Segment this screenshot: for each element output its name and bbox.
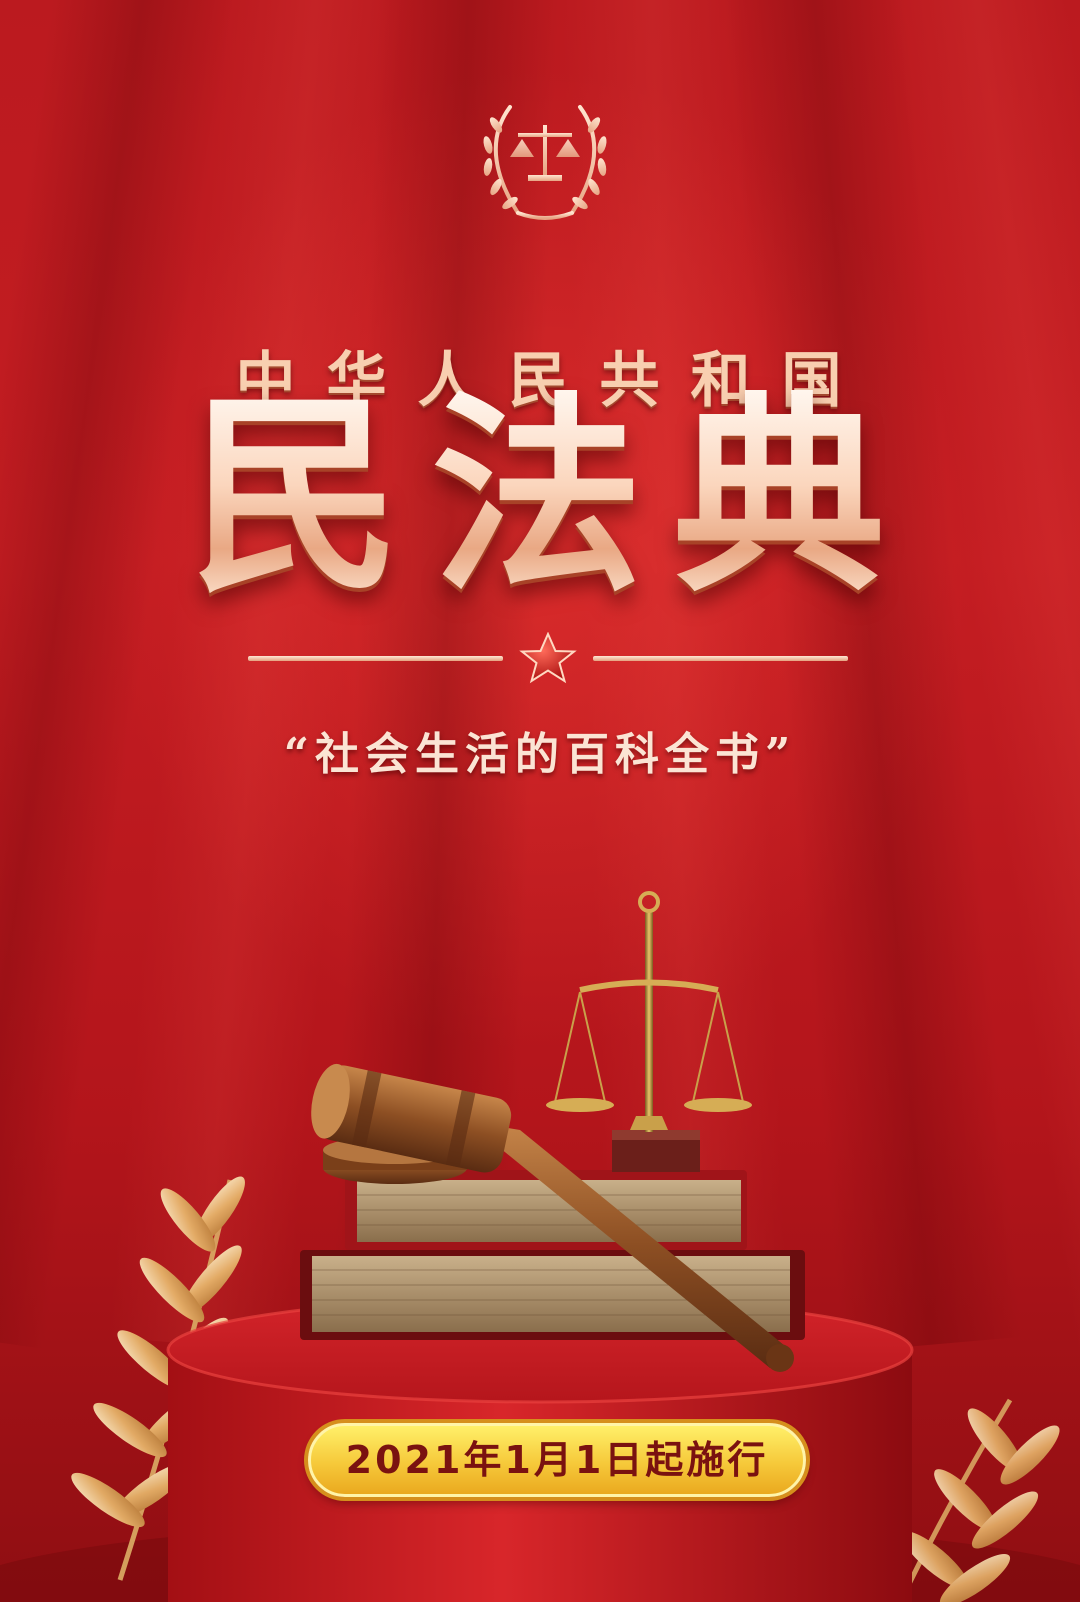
title-divider	[248, 632, 848, 684]
balance-scale-icon	[546, 891, 752, 1172]
nation-name: 中华人民共和国	[235, 346, 873, 416]
judge-gavel-icon	[311, 1063, 794, 1372]
golden-laurel-leaf-icon	[897, 1398, 1060, 1602]
scales-laurel-emblem-icon	[483, 105, 607, 220]
page-title: 民法典	[0, 390, 1080, 602]
motto-text: “社会生活的百科全书”	[283, 729, 797, 780]
effective-date-badge: 2021年1月1日起施行	[308, 1423, 806, 1497]
five-pointed-star-icon	[519, 632, 577, 684]
